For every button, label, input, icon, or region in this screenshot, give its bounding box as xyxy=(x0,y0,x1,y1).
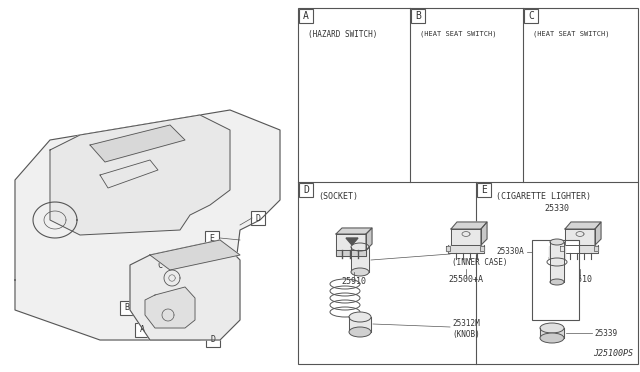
Ellipse shape xyxy=(349,327,371,337)
FancyBboxPatch shape xyxy=(411,9,425,23)
FancyBboxPatch shape xyxy=(205,231,219,245)
Polygon shape xyxy=(595,222,601,245)
Ellipse shape xyxy=(351,243,369,251)
Text: C: C xyxy=(157,260,163,269)
Polygon shape xyxy=(481,222,487,245)
Polygon shape xyxy=(560,246,564,251)
Polygon shape xyxy=(480,246,484,251)
Polygon shape xyxy=(565,229,595,245)
Text: A: A xyxy=(303,11,309,21)
Bar xyxy=(298,8,638,364)
Polygon shape xyxy=(15,110,280,340)
FancyBboxPatch shape xyxy=(524,9,538,23)
Polygon shape xyxy=(145,287,195,328)
Polygon shape xyxy=(50,115,230,235)
Polygon shape xyxy=(346,238,358,245)
Polygon shape xyxy=(540,328,564,338)
Polygon shape xyxy=(594,246,598,251)
Ellipse shape xyxy=(540,333,564,343)
Text: 25330: 25330 xyxy=(545,203,570,212)
Ellipse shape xyxy=(351,268,369,276)
Text: 25312M: 25312M xyxy=(452,320,480,328)
Text: (HAZARD SWITCH): (HAZARD SWITCH) xyxy=(308,30,378,39)
FancyBboxPatch shape xyxy=(477,183,491,197)
Text: J25100PS: J25100PS xyxy=(593,349,633,358)
Polygon shape xyxy=(451,222,487,229)
Text: D: D xyxy=(303,185,309,195)
Text: E: E xyxy=(209,234,214,243)
Text: 25510: 25510 xyxy=(568,276,593,285)
Polygon shape xyxy=(90,125,185,162)
FancyBboxPatch shape xyxy=(299,9,313,23)
Polygon shape xyxy=(349,317,371,332)
Text: (KNOB): (KNOB) xyxy=(452,330,480,339)
FancyBboxPatch shape xyxy=(299,183,313,197)
Text: B: B xyxy=(415,11,421,21)
Text: E: E xyxy=(481,185,487,195)
Text: (INNER CASE): (INNER CASE) xyxy=(452,257,508,266)
Polygon shape xyxy=(446,246,450,251)
FancyBboxPatch shape xyxy=(120,301,134,315)
FancyBboxPatch shape xyxy=(251,211,265,225)
Text: (HEAT SEAT SWITCH): (HEAT SEAT SWITCH) xyxy=(420,30,497,36)
Text: 25330A: 25330A xyxy=(496,247,524,257)
Polygon shape xyxy=(562,245,598,253)
Polygon shape xyxy=(336,250,366,256)
FancyBboxPatch shape xyxy=(135,323,149,337)
Polygon shape xyxy=(451,229,481,245)
Text: (SOCKET): (SOCKET) xyxy=(318,192,358,201)
Text: 25910: 25910 xyxy=(342,278,367,286)
Text: B: B xyxy=(125,304,129,312)
Ellipse shape xyxy=(540,323,564,333)
Ellipse shape xyxy=(549,256,565,260)
Polygon shape xyxy=(549,246,565,258)
Text: C: C xyxy=(528,11,534,21)
Polygon shape xyxy=(336,228,372,234)
Text: A: A xyxy=(140,326,145,334)
Ellipse shape xyxy=(550,239,564,245)
Ellipse shape xyxy=(550,279,564,285)
FancyBboxPatch shape xyxy=(153,258,167,272)
Polygon shape xyxy=(336,234,366,250)
Polygon shape xyxy=(351,247,369,272)
Text: D: D xyxy=(255,214,260,222)
Text: (CIGARETTE LIGHTER): (CIGARETTE LIGHTER) xyxy=(496,192,591,201)
Bar xyxy=(532,240,579,320)
Text: 25339: 25339 xyxy=(594,328,617,337)
Ellipse shape xyxy=(349,312,371,322)
FancyBboxPatch shape xyxy=(206,333,220,347)
Text: (HEAT SEAT SWITCH): (HEAT SEAT SWITCH) xyxy=(533,30,609,36)
Polygon shape xyxy=(150,240,240,270)
Text: 25500+A: 25500+A xyxy=(449,276,483,285)
Polygon shape xyxy=(130,240,240,340)
Text: 25336M: 25336M xyxy=(452,247,480,257)
Polygon shape xyxy=(565,222,601,229)
Text: D: D xyxy=(211,336,216,344)
Polygon shape xyxy=(448,245,484,253)
Polygon shape xyxy=(366,228,372,250)
Polygon shape xyxy=(550,242,564,282)
